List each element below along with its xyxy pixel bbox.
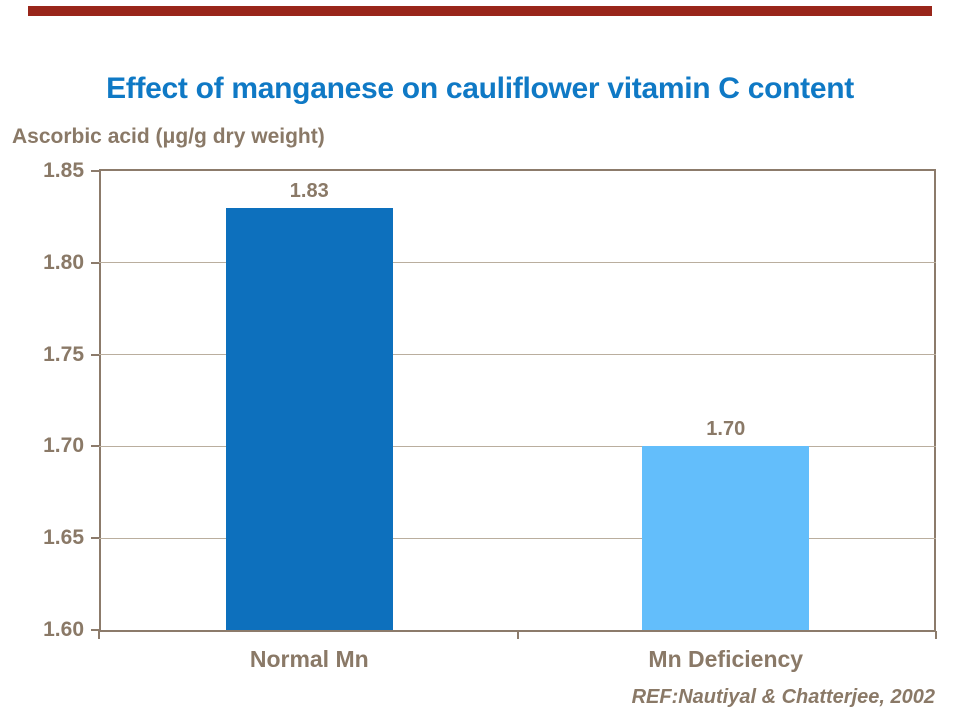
x-axis-tick [98,631,100,639]
gridline [99,262,936,264]
y-axis-tick [91,170,99,172]
plot-area [99,169,936,632]
y-axis-tick [91,261,99,264]
bar-value-label: 1.70 [706,418,746,441]
bar-normal-mn [225,207,393,630]
y-tick-label: 1.70 [43,434,84,458]
top-accent-bar [28,6,932,16]
gridline [99,537,936,539]
bar-mn-deficiency [642,446,810,630]
gridline [99,354,936,356]
y-tick-label: 1.60 [43,618,84,641]
reference-citation: REF:Nautiyal & Chatterjee, 2002 [631,686,935,708]
x-category-label: Mn Deficiency [648,646,804,672]
y-tick-label: 1.65 [43,526,84,550]
y-axis-tick [91,445,99,448]
y-axis-tick [91,629,99,631]
chart-title: Effect of manganese on cauliflower vitam… [106,72,854,105]
y-axis-tick [91,537,99,540]
x-category-label: Normal Mn [249,646,369,672]
y-tick-label: 1.85 [43,159,84,182]
y-axis-title: Ascorbic acid (μg/g dry weight) [12,125,325,148]
y-axis-tick [91,353,99,356]
x-axis-tick [935,631,937,639]
bar-value-label: 1.83 [289,179,329,202]
gridline [99,445,936,447]
x-axis-tick [516,631,519,639]
y-tick-label: 1.80 [43,250,84,274]
y-tick-label: 1.75 [43,342,84,366]
